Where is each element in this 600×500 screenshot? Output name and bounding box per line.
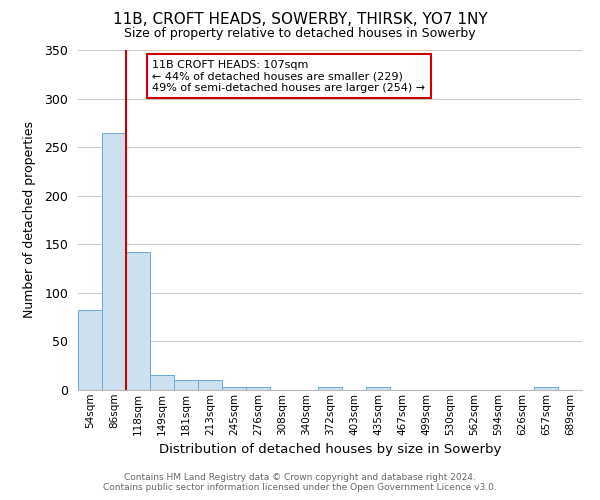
Text: 11B CROFT HEADS: 107sqm
← 44% of detached houses are smaller (229)
49% of semi-d: 11B CROFT HEADS: 107sqm ← 44% of detache… (152, 60, 425, 93)
Text: Contains HM Land Registry data © Crown copyright and database right 2024.
Contai: Contains HM Land Registry data © Crown c… (103, 473, 497, 492)
Text: 11B, CROFT HEADS, SOWERBY, THIRSK, YO7 1NY: 11B, CROFT HEADS, SOWERBY, THIRSK, YO7 1… (113, 12, 487, 28)
Bar (246, 387, 270, 390)
Bar (366, 387, 390, 390)
Bar (318, 387, 342, 390)
Bar (198, 380, 222, 390)
Bar (150, 376, 174, 390)
Bar (174, 380, 198, 390)
Text: Size of property relative to detached houses in Sowerby: Size of property relative to detached ho… (124, 28, 476, 40)
Bar (78, 310, 102, 390)
Bar (222, 387, 246, 390)
Bar (126, 252, 150, 390)
Bar (102, 132, 126, 390)
Bar (534, 387, 558, 390)
Y-axis label: Number of detached properties: Number of detached properties (23, 122, 36, 318)
X-axis label: Distribution of detached houses by size in Sowerby: Distribution of detached houses by size … (159, 443, 501, 456)
